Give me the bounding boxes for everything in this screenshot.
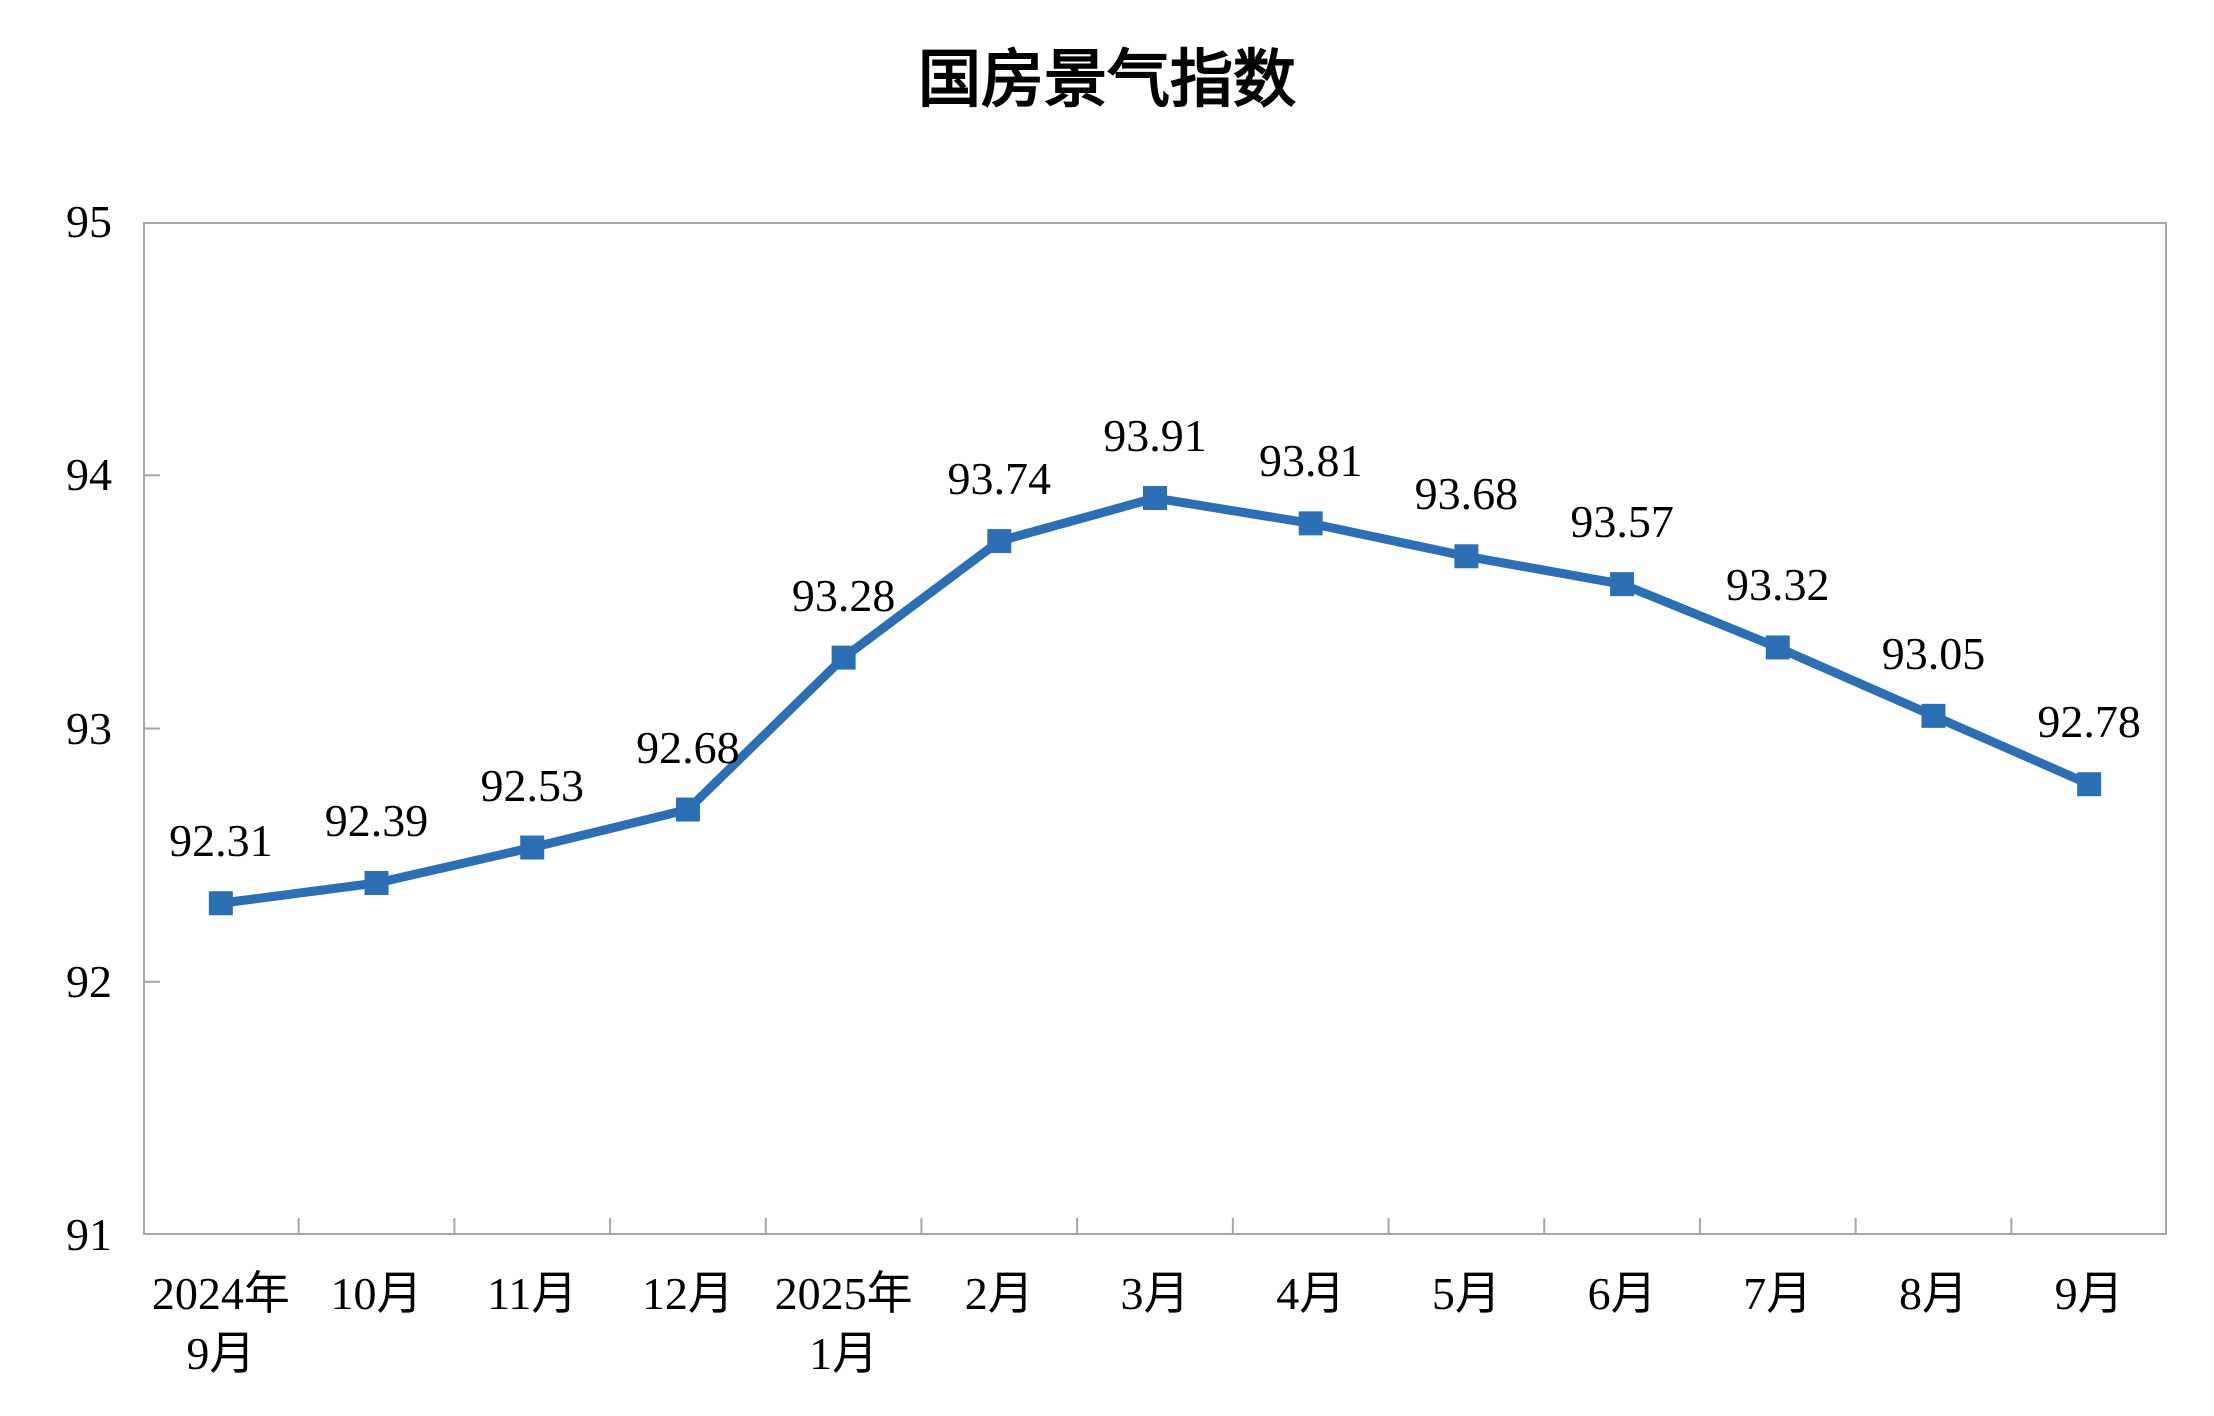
plot-area: 92.31 92.39 92.53 92.68 93.28 93.74 93.91 93.81… [143,222,2167,1235]
x-axis-tick-label-line: 2024年 [151,1268,290,1319]
x-axis-tick-label: 8月 [1818,1264,2048,1324]
x-axis-tick-label: 4月 [1196,1264,1426,1324]
data-label: 93.81 [1258,435,1363,487]
data-point-marker [2077,772,2102,797]
data-label: 92.39 [324,794,429,846]
x-axis-tick-label: 9月 [1974,1264,2204,1324]
x-axis-tick-label-line: 9月 [186,1328,256,1379]
data-label: 93.28 [791,569,896,621]
data-label: 93.68 [1414,468,1519,520]
x-axis-tick-label: 7月 [1663,1264,1893,1324]
data-label: 93.74 [947,453,1052,505]
data-point-marker [831,645,856,670]
data-point-marker [1143,486,1167,511]
y-axis-tick-label: 92 [66,955,112,1007]
data-point-marker [208,891,233,916]
data-label: 93.32 [1726,559,1830,611]
data-label: 92.68 [636,721,740,773]
x-axis-tick-label-line: 5月 [1431,1268,1501,1319]
y-axis-tick-label: 93 [66,702,112,754]
data-label: 93.05 [1881,627,1986,679]
x-axis-tick-label: 2024年 9月 [106,1264,336,1384]
y-axis-tick-label: 91 [66,1209,112,1260]
data-point-marker [675,797,700,822]
x-axis-tick-label: 5月 [1351,1264,1581,1324]
x-axis-tick-label-line: 1月 [809,1328,879,1379]
data-point-marker [1765,635,1790,660]
x-axis-tick-label: 10月 [262,1264,492,1324]
x-axis-tick-label-line: 11月 [487,1268,578,1319]
x-axis-tick-label-line: 2025年 [774,1268,913,1319]
x-axis-tick-label: 3月 [1040,1264,1270,1324]
data-point-marker [1921,703,1946,728]
x-axis-tick-label: 12月 [573,1264,803,1324]
data-label: 93.91 [1103,410,1207,462]
series-plot-svg [143,222,2167,1235]
y-axis-tick-label: 94 [66,449,112,501]
data-point-marker [1454,544,1479,569]
x-axis-tick-label-line: 10月 [330,1268,423,1319]
x-axis-tick-label-line: 7月 [1743,1268,1813,1319]
x-axis-tick-label: 2025年 1月 [729,1264,959,1384]
data-label: 93.57 [1570,496,1674,548]
data-point-marker [987,529,1012,554]
data-label: 92.31 [169,815,273,867]
data-label: 92.78 [2037,696,2141,748]
x-axis-tick-label-line: 6月 [1587,1268,1657,1319]
x-axis-tick-label-line: 4月 [1276,1268,1346,1319]
chart-title: 国房景气指数 [918,45,1296,115]
x-axis-tick-label-line: 3月 [1120,1268,1190,1319]
data-point-marker [1610,572,1635,597]
x-axis-tick-label: 11月 [417,1264,647,1324]
x-axis-tick-label: 6月 [1507,1264,1737,1324]
data-point-marker [520,835,545,860]
data-label: 92.53 [480,759,584,811]
x-axis-tick-label: 2月 [884,1264,1114,1324]
data-point-marker [364,870,389,895]
x-axis-tick-label-line: 8月 [1898,1268,1968,1319]
y-axis-tick-label: 95 [66,196,112,247]
x-axis-tick-label-line: 9月 [2054,1268,2124,1319]
x-axis-tick-label-line: 2月 [964,1268,1034,1319]
plot-border [143,222,2167,1235]
data-point-marker [1298,511,1323,536]
x-axis-tick-label-line: 12月 [641,1268,734,1319]
